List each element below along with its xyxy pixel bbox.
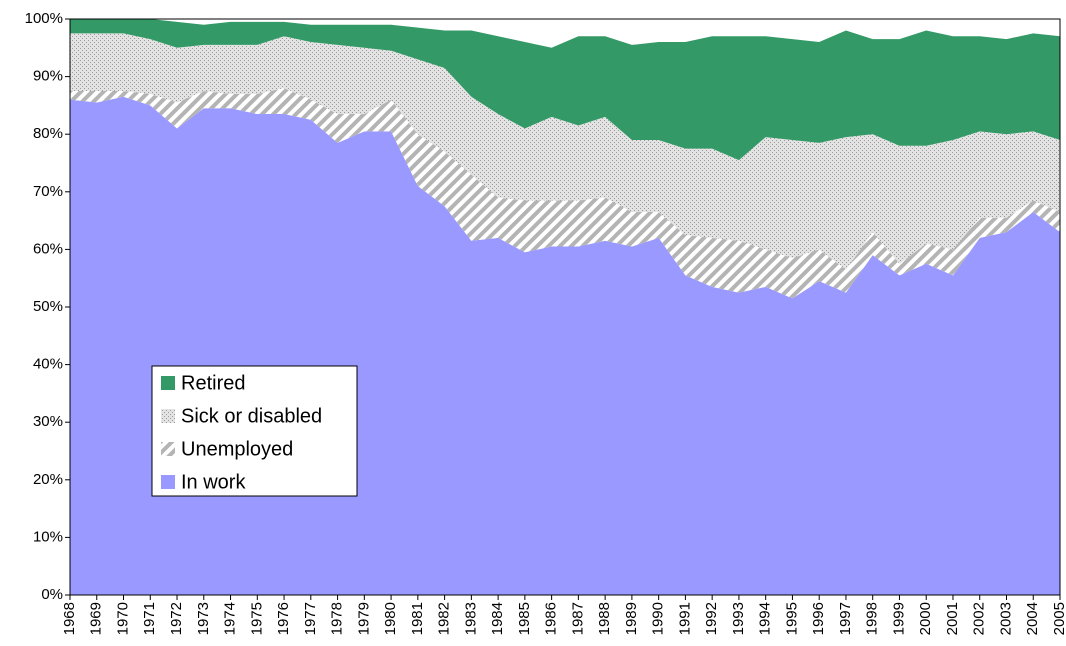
- x-tick-label: 1968: [61, 602, 78, 635]
- x-tick-label: 1992: [703, 602, 720, 635]
- legend-label: Retired: [181, 372, 245, 394]
- x-tick-label: 1978: [329, 602, 346, 635]
- x-tick-label: 2001: [944, 602, 961, 635]
- legend-swatch: [161, 409, 175, 423]
- x-tick-label: 1977: [302, 602, 319, 635]
- x-tick-label: 1991: [676, 602, 693, 635]
- x-tick-label: 1999: [890, 602, 907, 635]
- y-tick-label: 80%: [33, 125, 63, 142]
- x-tick-label: 1984: [489, 602, 506, 635]
- y-tick-label: 90%: [33, 68, 63, 85]
- x-tick-label: 1993: [730, 602, 747, 635]
- x-tick-label: 1994: [757, 602, 774, 635]
- legend-label: Unemployed: [181, 438, 293, 460]
- legend-swatch: [161, 442, 175, 456]
- x-tick-label: 1971: [141, 602, 158, 635]
- x-tick-label: 1972: [168, 602, 185, 635]
- y-tick-label: 60%: [33, 240, 63, 257]
- x-tick-label: 1982: [436, 602, 453, 635]
- x-tick-label: 1983: [462, 602, 479, 635]
- x-tick-label: 1997: [837, 602, 854, 635]
- area: [70, 88, 1060, 299]
- legend-box: [151, 365, 358, 497]
- area: [70, 19, 1060, 161]
- y-tick-label: 70%: [33, 183, 63, 200]
- y-tick-label: 40%: [33, 356, 63, 373]
- x-tick-label: 1987: [569, 602, 586, 635]
- x-tick-label: 1988: [596, 602, 613, 635]
- x-tick-label: 1974: [222, 602, 239, 635]
- area: [70, 33, 1060, 270]
- legend-swatch: [161, 376, 175, 390]
- y-tick-label: 30%: [33, 413, 63, 430]
- x-tick-label: 1998: [864, 602, 881, 635]
- x-tick-label: 1989: [623, 602, 640, 635]
- legend-label: In work: [181, 471, 246, 493]
- legend: Retired Sick or disabled Unemployed In work: [151, 365, 358, 497]
- y-tick-label: 10%: [33, 528, 63, 545]
- x-tick-label: 1976: [275, 602, 292, 635]
- x-tick-label: 2002: [971, 602, 988, 635]
- x-tick-label: 1973: [195, 602, 212, 635]
- x-tick-label: 1986: [543, 602, 560, 635]
- x-tick-label: 1996: [810, 602, 827, 635]
- x-tick-label: 2003: [997, 602, 1014, 635]
- x-tick-label: 1980: [382, 602, 399, 635]
- x-tick-label: 2005: [1051, 602, 1066, 635]
- x-tick-label: 1979: [355, 602, 372, 635]
- legend-label: Sick or disabled: [181, 405, 322, 427]
- x-tick-label: 1985: [516, 602, 533, 635]
- y-tick-label: 0%: [41, 586, 63, 603]
- x-tick-label: 2000: [917, 602, 934, 635]
- y-tick-label: 20%: [33, 471, 63, 488]
- y-tick-label: 100%: [25, 10, 63, 27]
- x-tick-label: 1995: [783, 602, 800, 635]
- x-tick-label: 1970: [114, 602, 131, 635]
- x-tick-label: 1990: [650, 602, 667, 635]
- x-tick-label: 1981: [409, 602, 426, 635]
- x-tick-label: 2004: [1024, 602, 1041, 635]
- legend-swatch: [161, 475, 175, 489]
- x-tick-label: 1975: [248, 602, 265, 635]
- x-tick-label: 1969: [88, 602, 105, 635]
- y-tick-label: 50%: [33, 298, 63, 315]
